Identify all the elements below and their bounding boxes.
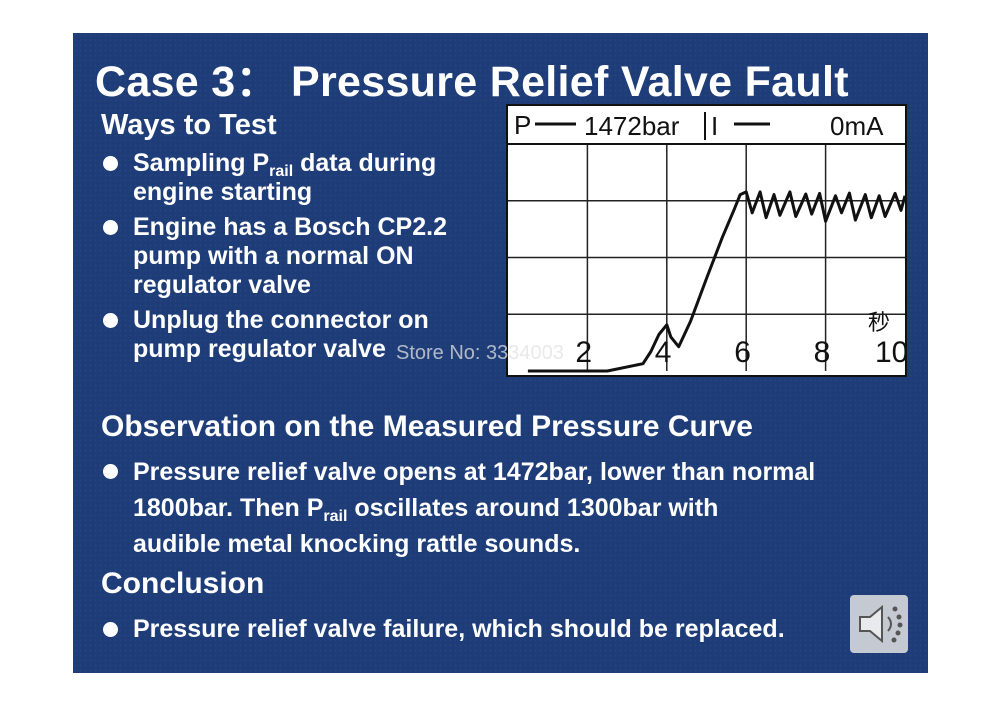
scope-grid [508,144,905,371]
slide-title: Case 3： Pressure Relief Valve Fault [95,58,849,106]
observation-heading: Observation on the Measured Pressure Cur… [101,410,753,443]
observation-line3: audible metal knocking rattle sounds. [133,530,581,558]
ways-bullet-1-pre: Sampling P [133,149,270,177]
x-tick-label: 4 [655,336,672,369]
observation-line2-post: oscillates around 1300bar with [347,494,719,522]
pressure-scope-chart: P 1472bar I 0mA 2 4 6 8 10 秒 [506,104,907,377]
ways-bullet-1-line2: engine starting [133,178,313,206]
scope-header-value: 1472bar [584,111,680,141]
ways-bullet-1-post: data during [293,149,437,177]
x-tick-label: 10 [875,336,905,369]
x-tick-label: 8 [814,336,831,369]
observation-line2-sub: rail [323,508,348,525]
ways-to-test-heading: Ways to Test [101,109,277,141]
scope-svg: P 1472bar I 0mA 2 4 6 8 10 秒 [508,110,905,373]
x-tick-label: 2 [575,336,592,369]
store-watermark: Store No: 3334003 [396,342,564,364]
bullet-dot-icon [103,464,118,479]
ways-bullet-2-line3: regulator valve [133,271,311,299]
conclusion-text: Pressure relief valve failure, which sho… [133,615,785,643]
ways-bullet-2-line2: pump with a normal ON [133,242,414,270]
bullet-dot-icon [103,156,118,171]
ways-bullet-3-line1: Unplug the connector on [133,306,429,334]
bullet-dot-icon [103,220,118,235]
observation-line2-pre: 1800bar. Then P [133,494,324,522]
ways-bullet-1-sub: rail [269,163,294,180]
pressure-trace-line [527,190,905,373]
scope-x-ticks: 2 4 6 8 10 [575,336,905,369]
speaker-icon[interactable] [850,595,908,653]
bullet-dot-icon [103,313,118,328]
bullet-dot-icon [103,622,118,637]
conclusion-heading: Conclusion [101,567,265,600]
ways-bullet-2-line1: Engine has a Bosch CP2.2 [133,213,447,241]
scope-header-i: I [711,111,718,141]
scope-header-p: P [514,110,531,140]
slide: Case 3： Pressure Relief Valve Fault Ways… [73,33,928,673]
observation-line1: Pressure relief valve opens at 1472bar, … [133,458,816,486]
scope-unit-label: 秒 [868,311,890,336]
x-tick-label: 6 [734,336,751,369]
ways-bullet-3-line2: pump regulator valve [133,335,386,363]
scope-header-current: 0mA [830,111,884,141]
